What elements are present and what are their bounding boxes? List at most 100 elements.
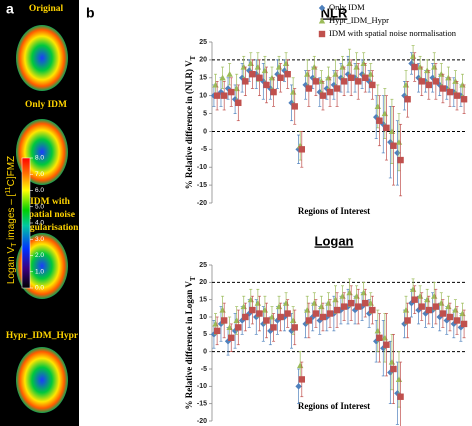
marker xyxy=(346,289,353,296)
marker xyxy=(397,393,404,400)
marker xyxy=(332,71,339,77)
marker xyxy=(284,310,291,317)
marker xyxy=(362,299,369,307)
colorbar-tick-label: 5.0 xyxy=(35,203,44,210)
marker xyxy=(318,4,326,12)
marker xyxy=(270,88,277,96)
marker xyxy=(319,92,327,99)
marker xyxy=(305,85,313,92)
marker xyxy=(404,96,411,103)
marker xyxy=(242,313,249,321)
marker xyxy=(256,74,263,81)
y-tick-label: -15 xyxy=(197,401,207,408)
marker xyxy=(247,60,255,67)
marker xyxy=(213,92,221,99)
marker xyxy=(263,81,270,89)
marker xyxy=(219,74,226,81)
image-label: regularisation xyxy=(22,223,80,233)
y-tick-label: -10 xyxy=(197,164,207,171)
marker xyxy=(402,81,410,88)
marker xyxy=(254,63,262,70)
marker xyxy=(369,81,376,89)
colorbar-label-sup: 11 xyxy=(5,186,12,193)
image-label: Original xyxy=(29,4,64,14)
marker xyxy=(277,313,284,321)
marker xyxy=(219,306,226,313)
marker xyxy=(312,78,320,85)
marker xyxy=(270,324,277,331)
y-tick-label: 0 xyxy=(203,128,207,135)
marker xyxy=(228,334,235,341)
marker xyxy=(355,78,362,85)
marker xyxy=(383,341,390,348)
y-axis-label: % Relative difference in (NLR) VT xyxy=(184,55,197,189)
marker xyxy=(319,313,327,321)
marker xyxy=(418,303,425,310)
colorbar-label-part: images – [ xyxy=(6,193,17,242)
marker xyxy=(217,88,225,96)
marker xyxy=(425,81,432,89)
marker xyxy=(318,17,326,24)
marker xyxy=(333,85,341,92)
marker xyxy=(425,306,432,314)
marker xyxy=(312,310,320,317)
marker xyxy=(282,60,290,67)
y-tick-label: -15 xyxy=(197,182,207,189)
marker xyxy=(381,334,389,341)
y-tick-label: 5 xyxy=(203,110,207,117)
colorbar-tick-label: 7.0 xyxy=(35,171,44,178)
marker xyxy=(296,362,304,369)
panel-label: b xyxy=(86,5,95,21)
marker xyxy=(340,78,348,85)
marker xyxy=(390,365,397,373)
legend-label: IDM with spatial noise normalisation xyxy=(329,28,457,38)
y-tick-label: -5 xyxy=(201,146,207,153)
y-tick-label: 0 xyxy=(203,349,207,356)
marker xyxy=(374,327,382,334)
chart-title: Logan xyxy=(315,233,354,248)
marker xyxy=(347,74,355,81)
marker xyxy=(275,63,283,70)
marker xyxy=(446,88,454,96)
marker xyxy=(298,376,305,383)
marker xyxy=(446,313,454,321)
y-tick-label: 20 xyxy=(199,57,207,64)
colorbar-tick-label: 6.0 xyxy=(35,187,44,194)
marker xyxy=(374,103,382,109)
y-tick-label: 10 xyxy=(199,314,207,321)
brain-image xyxy=(16,347,68,413)
marker xyxy=(249,306,256,314)
brain-image xyxy=(16,25,68,91)
marker xyxy=(432,78,440,85)
y-tick-label: 15 xyxy=(199,75,207,82)
y-tick-label: 20 xyxy=(199,279,207,286)
colorbar xyxy=(21,157,31,289)
marker xyxy=(261,306,269,313)
chart: NLR Regions of Interest % Relative differe… xyxy=(184,2,468,216)
marker xyxy=(233,85,240,92)
marker xyxy=(333,306,341,314)
marker xyxy=(381,110,389,117)
marker xyxy=(289,88,297,95)
x-axis-label: Regions of Interest xyxy=(298,401,370,411)
image-label: spatial noise xyxy=(25,210,75,220)
marker xyxy=(220,317,228,324)
image-label: Hypr_IDM_Hypr xyxy=(6,331,79,341)
marker xyxy=(318,30,326,38)
marker xyxy=(362,74,369,81)
marker xyxy=(291,103,298,110)
colorbar-tick-label: 8.0 xyxy=(35,155,44,162)
y-axis-label-sub: T xyxy=(189,55,197,60)
y-axis-label-text: % Relative difference in (NLR) V xyxy=(184,60,194,189)
marker xyxy=(355,303,362,310)
colorbar-label: Logan VT images – [11C]FMZ xyxy=(5,156,18,284)
y-tick-label: 15 xyxy=(199,297,207,304)
marker xyxy=(439,85,447,92)
colorbar-tick-label: 4.0 xyxy=(35,220,44,227)
marker xyxy=(383,124,390,132)
colorbar-label-part: Logan V xyxy=(6,247,17,285)
marker xyxy=(228,88,235,96)
marker xyxy=(367,299,374,306)
marker xyxy=(291,324,298,331)
